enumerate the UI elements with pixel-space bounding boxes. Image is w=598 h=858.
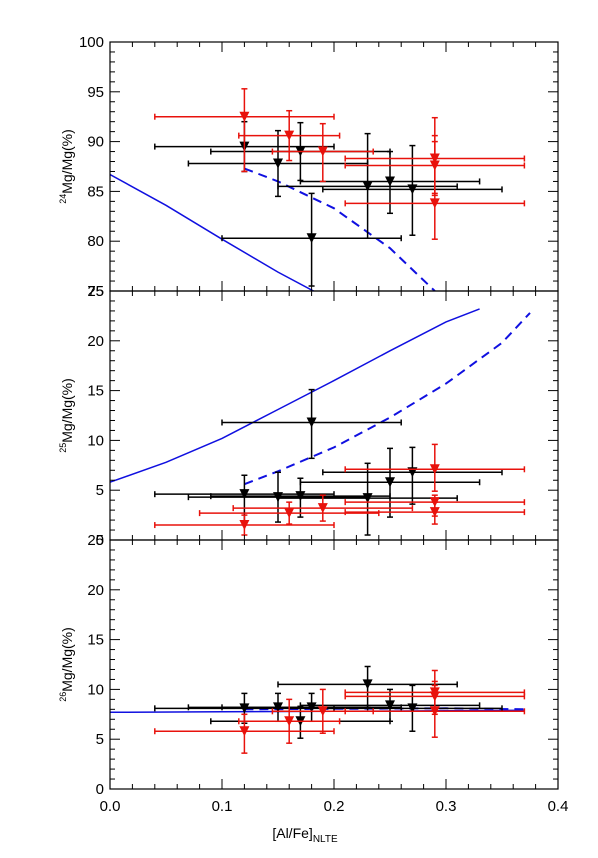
black-data-point bbox=[277, 132, 458, 239]
red-data-point-marker bbox=[429, 507, 440, 518]
panel-mg26 bbox=[110, 665, 526, 754]
red-data-point bbox=[232, 494, 414, 522]
panel-frame bbox=[109, 539, 559, 790]
y-axis-label-isotope: 24 bbox=[58, 194, 68, 204]
black-data-point bbox=[277, 462, 458, 536]
black-data-point bbox=[299, 688, 481, 723]
model-solid-line bbox=[110, 173, 316, 291]
x-axis-label: [Al/Fe]NLTE bbox=[272, 825, 338, 845]
model-dashed-line bbox=[244, 167, 436, 291]
y-axis-label-isotope: 25 bbox=[58, 443, 68, 453]
model-dashed-line bbox=[244, 312, 531, 486]
x-tick-label: 0.0 bbox=[100, 798, 121, 815]
black-data-point bbox=[299, 447, 481, 518]
red-data-point bbox=[154, 88, 335, 173]
y-tick-label: 20 bbox=[87, 333, 104, 350]
black-data-point-marker bbox=[407, 184, 418, 195]
black-data-point bbox=[322, 144, 503, 236]
x-tick-label: 0.1 bbox=[212, 798, 233, 815]
y-tick-label: 15 bbox=[87, 632, 104, 649]
red-data-point-marker bbox=[239, 726, 250, 737]
y-tick-label: 10 bbox=[87, 681, 104, 698]
black-data-point-marker bbox=[385, 176, 395, 187]
red-data-point bbox=[198, 501, 380, 525]
red-data-point-marker bbox=[239, 520, 250, 531]
red-data-point-marker bbox=[429, 198, 440, 209]
black-data-point-marker bbox=[362, 679, 373, 690]
black-data-point-marker bbox=[295, 491, 306, 502]
y-tick-label: 10 bbox=[87, 432, 104, 449]
y-tick-label: 25 bbox=[87, 283, 104, 300]
red-data-point bbox=[271, 122, 374, 183]
panel-frame bbox=[109, 41, 559, 292]
y-axis-label-text: Mg/Mg(%) bbox=[59, 627, 75, 692]
y-tick-label: 85 bbox=[87, 183, 104, 200]
y-axis-label-text: Mg/Mg(%) bbox=[59, 129, 75, 194]
red-data-point bbox=[344, 501, 526, 525]
black-data-point-marker bbox=[239, 703, 250, 714]
model-solid-line bbox=[110, 308, 480, 483]
red-data-point-marker bbox=[317, 503, 328, 514]
y-tick-label: 0 bbox=[96, 532, 104, 549]
x-axis-label-main: [Al/Fe] bbox=[272, 825, 312, 841]
red-data-point-marker bbox=[429, 706, 440, 717]
x-tick-label: 0.4 bbox=[548, 798, 569, 815]
y-tick-label: 80 bbox=[87, 233, 104, 250]
black-data-point-marker bbox=[385, 700, 395, 711]
red-data-point-marker bbox=[284, 130, 295, 141]
y-tick-label: 0 bbox=[96, 781, 104, 798]
red-data-point bbox=[344, 684, 526, 738]
black-data-point bbox=[221, 692, 402, 723]
x-tick-label: 0.2 bbox=[324, 798, 345, 815]
black-data-point-marker bbox=[362, 493, 373, 504]
y-tick-label: 20 bbox=[87, 582, 104, 599]
y-axis-label-isotope: 26 bbox=[58, 692, 68, 702]
red-data-point bbox=[344, 116, 526, 240]
black-data-point-marker bbox=[385, 477, 395, 488]
y-tick-label: 95 bbox=[87, 84, 104, 101]
black-data-point-marker bbox=[239, 489, 250, 500]
black-data-point-marker bbox=[273, 158, 283, 169]
y-tick-label: 5 bbox=[96, 482, 104, 499]
black-data-point-marker bbox=[362, 181, 373, 192]
y-tick-label: 90 bbox=[87, 134, 104, 151]
red-data-point-marker bbox=[284, 716, 295, 727]
black-data-point-marker bbox=[306, 417, 317, 428]
red-data-point-marker bbox=[429, 464, 440, 475]
y-tick-label: 75 bbox=[87, 283, 104, 300]
red-data-point-marker bbox=[317, 706, 328, 717]
y-axis-label: 25Mg/Mg(%) bbox=[58, 378, 75, 453]
black-data-point bbox=[221, 388, 402, 460]
red-data-point-marker bbox=[284, 508, 295, 519]
red-data-point-marker bbox=[239, 111, 250, 122]
black-data-point-marker bbox=[306, 233, 317, 244]
panel-mg24 bbox=[110, 88, 526, 291]
black-data-point bbox=[277, 665, 458, 709]
panel-mg25 bbox=[110, 308, 531, 536]
red-data-point bbox=[154, 713, 335, 754]
red-data-point-marker bbox=[317, 146, 328, 157]
x-axis-label-sub: NLTE bbox=[313, 834, 338, 845]
y-tick-label: 15 bbox=[87, 383, 104, 400]
x-tick-label: 0.3 bbox=[436, 798, 457, 815]
y-tick-label: 25 bbox=[87, 532, 104, 549]
black-data-point bbox=[221, 192, 402, 287]
red-data-point bbox=[154, 514, 335, 536]
frames-layer bbox=[109, 41, 559, 790]
labels-layer: 758085909510024Mg/Mg(%)051015202525Mg/Mg… bbox=[58, 34, 568, 815]
y-tick-label: 5 bbox=[96, 731, 104, 748]
y-axis-label: 26Mg/Mg(%) bbox=[58, 627, 75, 702]
y-axis-label: 24Mg/Mg(%) bbox=[58, 129, 75, 204]
y-axis-label-text: Mg/Mg(%) bbox=[59, 378, 75, 443]
black-data-point-marker bbox=[407, 703, 418, 714]
red-data-point bbox=[344, 443, 526, 492]
y-tick-label: 100 bbox=[79, 34, 104, 51]
plot-layer bbox=[110, 88, 531, 754]
